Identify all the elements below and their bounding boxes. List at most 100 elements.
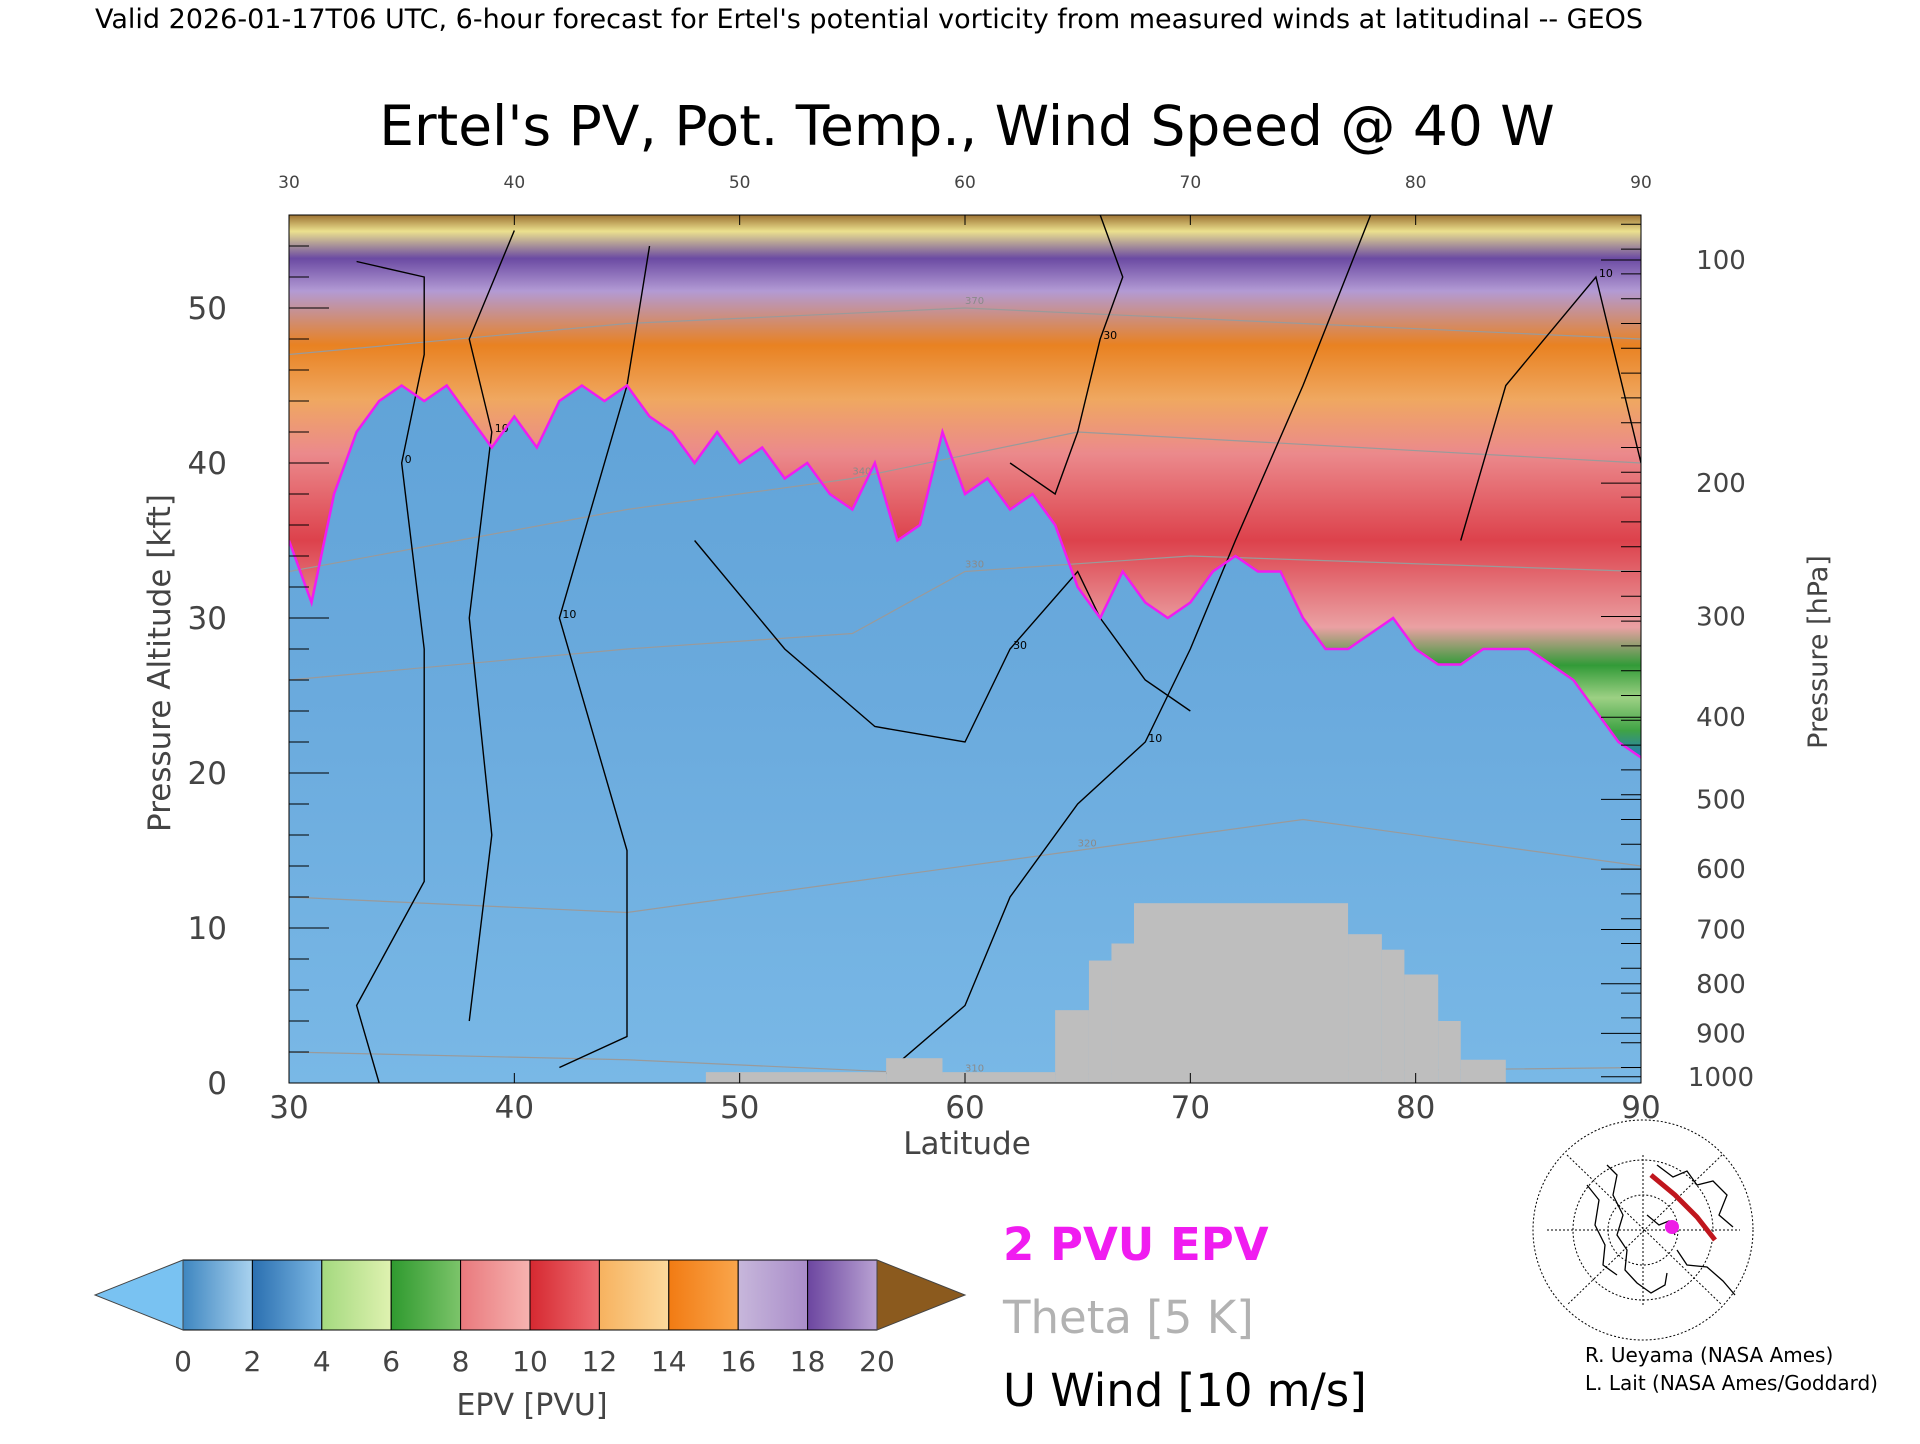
x-tick-label-top: 50: [729, 173, 751, 193]
pressure-tick-label: 100: [1696, 246, 1746, 276]
tropopause-2pvu-line: [289, 383, 1641, 759]
colorbar-over-arrow: [876, 1259, 967, 1331]
wind-contour-label: 10: [1599, 267, 1613, 280]
legend-epv-label: 2 PVU EPV: [1003, 1218, 1269, 1271]
valid-time-line: Valid 2026-01-17T06 UTC, 6-hour forecast…: [95, 4, 1643, 35]
wind-contour: [468, 230, 515, 1022]
x-axis-label: Latitude: [903, 1126, 1031, 1162]
y-tick-label: 40: [188, 446, 227, 482]
wind-contour: [558, 245, 651, 1069]
pressure-tick-label: 800: [1696, 970, 1746, 1000]
y-tick-label: 10: [188, 911, 227, 947]
pressure-tick-label: 500: [1696, 785, 1746, 815]
x-tick-label: 60: [945, 1090, 984, 1126]
y-axis-label-left: Pressure Altitude [kft]: [142, 494, 178, 832]
terrain-block: [705, 1072, 887, 1083]
y-tick-label: 30: [188, 601, 227, 637]
colorbar-bin: [737, 1259, 809, 1331]
colorbar-tick-label: 12: [582, 1345, 618, 1378]
terrain-block: [1348, 934, 1382, 1083]
colorbar-bin: [460, 1259, 531, 1331]
plot-area: 310 320 330 340 370 0 10 10 30 10 30 10: [289, 215, 1641, 1083]
x-tick-label: 50: [720, 1090, 759, 1126]
terrain-block: [1404, 974, 1439, 1083]
colorbar-bin: [182, 1259, 253, 1331]
wind-contour: [694, 540, 1191, 743]
y-tick-label: 0: [207, 1066, 227, 1102]
legend-wind-label: U Wind [10 m/s]: [1003, 1364, 1367, 1417]
wind-contour-label: 10: [495, 422, 509, 435]
theta-line-label: 330: [965, 560, 984, 571]
wind-contour: [355, 260, 425, 1083]
x-tick-label-top: 30: [278, 173, 300, 193]
wind-contour: [874, 215, 1372, 1083]
colorbar-bin: [668, 1259, 739, 1331]
colorbar-tick-label: 16: [720, 1345, 756, 1378]
x-tick-label: 30: [269, 1090, 308, 1126]
pressure-tick-label: 200: [1696, 469, 1746, 499]
pressure-tick-label: 400: [1696, 703, 1746, 733]
colorbar-bin: [598, 1259, 670, 1331]
credit-line-1: R. Ueyama (NASA Ames): [1585, 1343, 1833, 1367]
colorbar-bin: [321, 1259, 392, 1331]
x-tick-label-top: 40: [504, 173, 526, 193]
terrain: [705, 903, 1506, 1083]
colorbar-tick-label: 20: [859, 1345, 895, 1378]
x-tick-label: 80: [1396, 1090, 1435, 1126]
x-tick-label-top: 80: [1405, 173, 1427, 193]
x-tick-label-top: 70: [1180, 173, 1202, 193]
terrain-block: [1381, 949, 1405, 1083]
colorbar-bin: [251, 1259, 323, 1331]
legend-theta-label: Theta [5 K]: [1002, 1291, 1254, 1344]
location-marker: [1665, 1220, 1679, 1234]
theta-line-label: 340: [852, 467, 871, 478]
epv-colorbar: 0 2 4 6 8 10 12 14 16 18 20: [93, 1259, 967, 1378]
axes: 30 30 40 40 50 50 60 60 70 70 80 80 90 900 10 20 30 40 50 1…: [188, 173, 1755, 1126]
terrain-block: [1460, 1059, 1506, 1083]
theta-line-label: 370: [965, 296, 984, 307]
terrain-block: [1134, 903, 1349, 1083]
terrain-block: [1111, 943, 1134, 1083]
wind-contour: [1460, 275, 1641, 541]
colorbar-bin: [529, 1259, 600, 1331]
pressure-tick-label: 900: [1696, 1019, 1746, 1049]
pressure-tick-label: 700: [1696, 916, 1746, 946]
x-tick-label: 70: [1171, 1090, 1210, 1126]
wind-contour-label: 30: [1013, 639, 1027, 652]
wind-contour-label: 30: [1103, 329, 1117, 342]
colorbar-tick-label: 14: [651, 1345, 687, 1378]
colorbar-label: EPV [PVU]: [456, 1388, 607, 1423]
wind-contour-label: 10: [562, 608, 576, 621]
pressure-tick-label: 1000: [1688, 1063, 1754, 1093]
track-inset-map: [1532, 1119, 1754, 1341]
y-tick-label: 50: [188, 291, 227, 327]
theta-line: [289, 555, 1641, 681]
terrain-block: [1438, 1021, 1461, 1083]
colorbar-bin: [390, 1259, 462, 1331]
colorbar-tick-label: 18: [790, 1345, 826, 1378]
x-tick-label-top: 60: [954, 173, 976, 193]
theta-line-label: 320: [1078, 839, 1097, 850]
terrain-block: [1055, 1010, 1089, 1083]
colorbar-under-arrow: [93, 1259, 184, 1331]
theta-line: [289, 307, 1641, 356]
colorbar-tick-label: 10: [512, 1345, 548, 1378]
pressure-tick-label: 600: [1696, 855, 1746, 885]
colorbar-tick-label: 8: [452, 1345, 470, 1378]
colorbar-tick-label: 4: [313, 1345, 331, 1378]
theta-line-label: 310: [965, 1063, 984, 1074]
colorbar-tick-label: 2: [243, 1345, 261, 1378]
colorbar-tick-label: 6: [382, 1345, 400, 1378]
theta-lines: 310 320 330 340 370: [289, 296, 1641, 1076]
stratosphere-fill: [289, 215, 1641, 758]
y-tick-label: 20: [188, 756, 227, 792]
x-tick-label: 90: [1621, 1090, 1660, 1126]
wind-contours: 0 10 10 30 10 30 10: [355, 215, 1641, 1083]
wind-contour: [1009, 215, 1124, 496]
theta-line: [289, 818, 1641, 914]
x-tick-label: 40: [495, 1090, 534, 1126]
colorbar-tick-label: 0: [174, 1345, 192, 1378]
wind-contour-label: 0: [405, 453, 412, 466]
colorbar-bin: [807, 1259, 878, 1331]
